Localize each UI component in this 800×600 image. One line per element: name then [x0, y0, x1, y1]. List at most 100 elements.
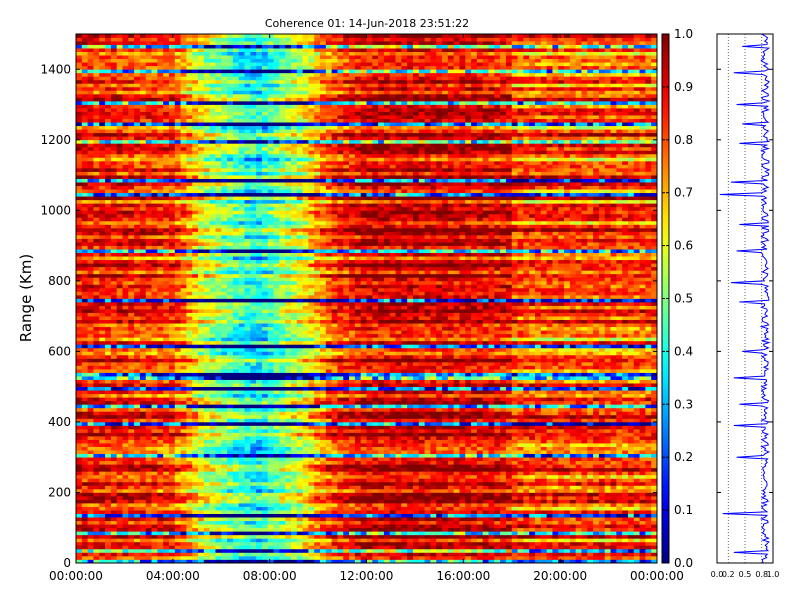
- heatmap-cell: [232, 520, 240, 525]
- heatmap-cell: [76, 428, 83, 433]
- heatmap-cell: [110, 495, 118, 500]
- heatmap-cell: [76, 503, 83, 507]
- heatmap-cell: [517, 534, 524, 539]
- heatmap-cell: [598, 552, 606, 557]
- heatmap-cell: [587, 510, 594, 514]
- heatmap-cell: [471, 538, 478, 543]
- heatmap-cell: [314, 414, 321, 419]
- heatmap-cell: [389, 495, 396, 500]
- heatmap-cell: [645, 499, 652, 504]
- heatmap-cell: [261, 421, 269, 426]
- heatmap-cell: [192, 400, 199, 405]
- heatmap-cell: [209, 520, 216, 525]
- heatmap-cell: [593, 492, 600, 497]
- heatmap-cell: [99, 446, 106, 451]
- heatmap-cell: [325, 421, 332, 426]
- heatmap-cell: [163, 485, 170, 490]
- heatmap-cell: [581, 481, 588, 486]
- heatmap-cell: [308, 457, 315, 462]
- heatmap-cell: [267, 545, 274, 550]
- heatmap-cell: [320, 555, 327, 560]
- heatmap-cell: [122, 513, 129, 518]
- heatmap-cell: [116, 481, 123, 486]
- heatmap-cell: [320, 386, 327, 391]
- heatmap-cell: [279, 499, 286, 504]
- heatmap-cell: [569, 531, 577, 536]
- heatmap-cell: [198, 453, 205, 458]
- heatmap-cell: [273, 478, 280, 483]
- heatmap-cell: [209, 552, 216, 557]
- heatmap-cell: [186, 555, 193, 560]
- heatmap-cell: [610, 555, 617, 560]
- heatmap-cell: [76, 506, 83, 511]
- heatmap-cell: [558, 439, 565, 444]
- heatmap-cell: [349, 510, 356, 514]
- heatmap-cell: [93, 555, 100, 560]
- heatmap-cell: [198, 524, 205, 529]
- heatmap-cell: [407, 400, 414, 405]
- heatmap-cell: [453, 386, 460, 391]
- heatmap-cell: [250, 471, 257, 476]
- heatmap-cell: [290, 506, 298, 511]
- heatmap-cell: [157, 503, 164, 507]
- heatmap-cell: [93, 386, 100, 391]
- heatmap-cell: [651, 510, 658, 514]
- heatmap-cell: [285, 432, 292, 437]
- heatmap-cell: [134, 559, 141, 564]
- heatmap-cell: [633, 414, 640, 419]
- heatmap-cell: [564, 446, 571, 451]
- heatmap-cell: [227, 421, 234, 426]
- heatmap-cell: [302, 400, 309, 405]
- heatmap-cell: [593, 506, 600, 511]
- heatmap-cell: [401, 460, 408, 465]
- heatmap-cell: [261, 393, 269, 398]
- heatmap-cell: [134, 386, 141, 391]
- heatmap-cell: [564, 439, 571, 444]
- heatmap-cell: [407, 492, 414, 497]
- heatmap-cell: [349, 386, 356, 391]
- heatmap-cell: [575, 439, 582, 444]
- heatmap-cell: [407, 453, 414, 458]
- heatmap-cell: [476, 548, 484, 553]
- heatmap-cell: [209, 524, 216, 529]
- heatmap-cell: [343, 478, 350, 483]
- heatmap-cell: [407, 467, 414, 472]
- heatmap-cell: [546, 421, 553, 426]
- heatmap-cell: [331, 464, 338, 469]
- heatmap-cell: [349, 534, 356, 539]
- heatmap-cell: [639, 517, 646, 522]
- heatmap-cell: [389, 471, 396, 476]
- heatmap-cell: [87, 450, 94, 455]
- heatmap-cell: [285, 488, 292, 493]
- heatmap-cell: [105, 524, 112, 529]
- heatmap-cell: [296, 538, 303, 543]
- heatmap-cell: [314, 499, 321, 504]
- heatmap-cell: [163, 397, 170, 402]
- heatmap-cell: [151, 506, 158, 511]
- heatmap-cell: [192, 464, 199, 469]
- heatmap-cell: [168, 481, 176, 486]
- heatmap-cell: [389, 499, 396, 504]
- heatmap-cell: [581, 531, 588, 536]
- heatmap-cell: [616, 450, 623, 455]
- heatmap-cell: [651, 506, 658, 511]
- heatmap-cell: [564, 450, 571, 455]
- heatmap-cell: [523, 414, 530, 419]
- heatmap-cell: [128, 460, 135, 465]
- heatmap-cell: [157, 450, 164, 455]
- heatmap-cell: [116, 443, 123, 447]
- heatmap-cell: [401, 474, 408, 479]
- heatmap-cell: [76, 457, 83, 462]
- heatmap-cell: [517, 520, 524, 525]
- heatmap-cell: [331, 517, 338, 522]
- heatmap-cell: [331, 555, 338, 560]
- heatmap-cell: [534, 520, 542, 525]
- heatmap-cell: [494, 524, 501, 529]
- heatmap-cell: [378, 481, 385, 486]
- heatmap-cell: [581, 510, 588, 514]
- heatmap-cell: [320, 450, 327, 455]
- heatmap-cell: [244, 432, 251, 437]
- heatmap-cell: [267, 467, 274, 472]
- heatmap-cell: [442, 436, 449, 440]
- heatmap-cell: [273, 492, 280, 497]
